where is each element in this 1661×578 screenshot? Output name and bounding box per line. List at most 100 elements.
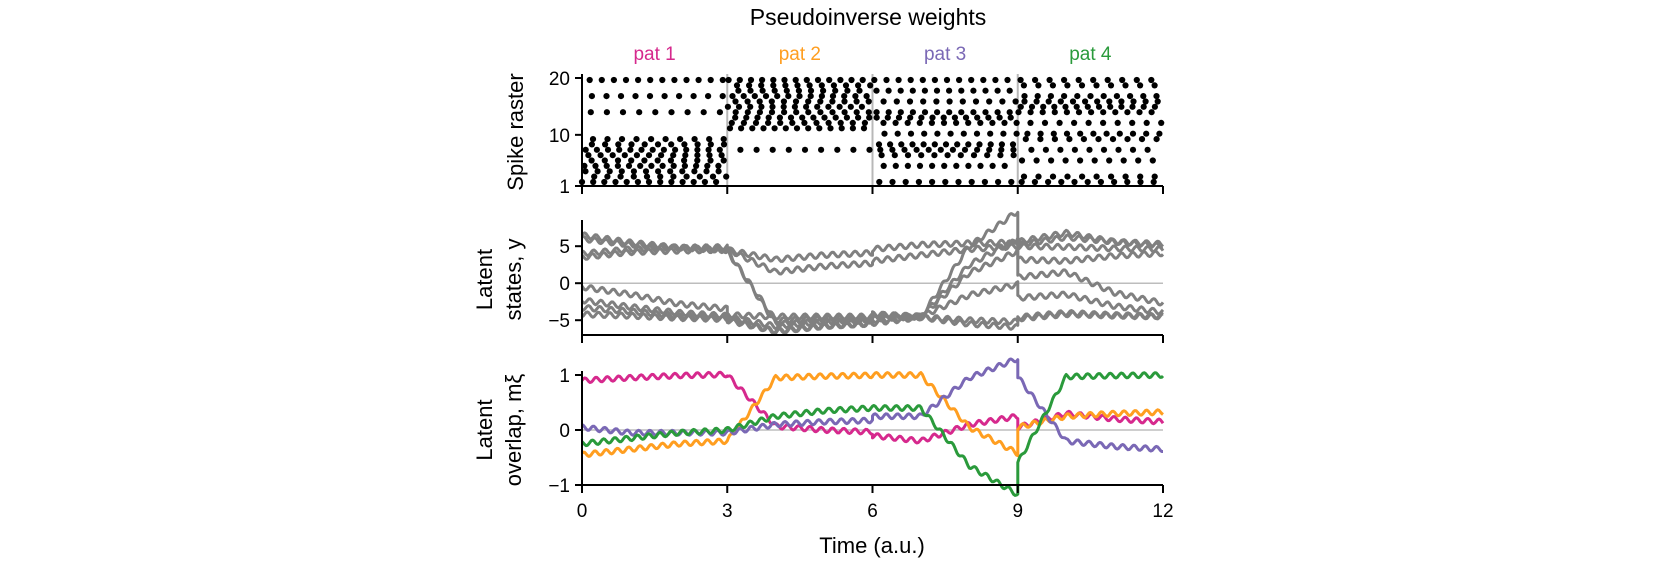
y-axis-label: Spike raster (503, 73, 528, 190)
spike-marker (805, 125, 812, 132)
spike-marker (999, 98, 1006, 105)
spike-marker (668, 109, 675, 116)
spike-marker (941, 162, 948, 169)
spike-marker (1077, 130, 1084, 137)
spike-marker (762, 93, 770, 100)
spike-marker (672, 146, 679, 153)
spike-marker (681, 162, 689, 169)
spike-marker (806, 82, 813, 89)
spike-marker (1018, 157, 1026, 164)
spike-marker (1097, 178, 1104, 186)
spike-marker (659, 162, 666, 169)
spike-marker (860, 125, 868, 132)
spike-marker (904, 152, 912, 159)
x-tick-label: 3 (722, 501, 733, 522)
spike-marker (925, 146, 932, 153)
spike-marker (994, 109, 1001, 116)
spike-marker (1034, 93, 1041, 100)
spike-marker (909, 141, 916, 148)
spike-marker (1032, 76, 1039, 84)
spike-marker (628, 141, 635, 148)
spike-marker (733, 82, 741, 89)
spike-marker (989, 119, 996, 126)
spike-marker (667, 157, 675, 164)
spike-marker (891, 152, 898, 159)
y-axis-label: Latent (472, 249, 497, 310)
spike-marker (630, 173, 637, 180)
spike-marker (765, 119, 772, 126)
spike-marker (1006, 109, 1013, 116)
spike-marker (723, 173, 730, 180)
spike-marker (655, 168, 662, 175)
spike-marker (958, 87, 965, 94)
spike-marker (604, 173, 611, 180)
y-tick-label: 1 (559, 177, 570, 198)
spike-marker (780, 103, 787, 110)
spike-marker (1138, 136, 1146, 143)
spike-marker (657, 173, 664, 180)
spike-marker (855, 114, 862, 121)
y-tick-label: 0 (559, 274, 570, 295)
spike-marker (968, 76, 975, 84)
spike-marker (998, 146, 1005, 153)
spike-marker (1045, 98, 1052, 105)
spike-marker (1027, 119, 1034, 126)
spike-marker (847, 103, 854, 110)
spike-marker (770, 76, 777, 84)
spike-marker (1153, 136, 1160, 143)
spike-marker (1028, 146, 1035, 153)
spike-marker (919, 76, 926, 84)
spike-marker (1113, 93, 1120, 100)
spike-marker (1075, 76, 1082, 84)
spike-marker (1127, 93, 1134, 100)
spike-marker (965, 119, 972, 126)
spike-marker (1007, 114, 1014, 121)
spike-marker (1040, 103, 1047, 110)
spike-marker (1109, 136, 1117, 143)
spike-marker (737, 146, 744, 153)
spike-marker (1079, 173, 1086, 180)
spike-marker (1062, 157, 1069, 164)
spike-marker (1087, 93, 1094, 100)
spike-marker (1012, 98, 1019, 105)
spike-marker (1103, 130, 1110, 137)
spike-marker (612, 178, 619, 186)
spike-marker (658, 152, 665, 159)
spike-marker (889, 178, 896, 186)
spike-marker (589, 136, 597, 143)
spike-marker (720, 157, 727, 164)
spike-marker (871, 76, 878, 84)
spike-marker (618, 136, 626, 143)
spike-marker (695, 76, 702, 84)
spike-marker (982, 87, 989, 94)
spike-marker (920, 98, 927, 105)
spike-marker (691, 136, 698, 143)
series-line-y6 (580, 280, 1165, 331)
x-tick-label: 6 (867, 501, 878, 522)
spike-marker (921, 109, 929, 116)
spike-marker (713, 178, 720, 186)
spike-marker (677, 136, 684, 143)
spike-marker (633, 152, 641, 159)
spike-marker (837, 76, 844, 84)
spike-marker (670, 152, 677, 159)
spike-marker (617, 173, 624, 180)
spike-marker (902, 178, 909, 186)
spike-marker (904, 162, 912, 169)
pattern-label-3: pat 3 (924, 44, 966, 65)
spike-marker (667, 168, 674, 175)
spike-marker (660, 146, 668, 153)
spike-marker (904, 119, 911, 126)
spike-marker (696, 173, 703, 180)
spike-marker (994, 87, 1001, 94)
spike-marker (759, 87, 766, 94)
spike-marker (881, 130, 888, 137)
spike-marker (1058, 178, 1065, 186)
spike-marker (1156, 130, 1163, 137)
spike-marker (977, 119, 984, 126)
spike-marker (604, 136, 611, 143)
spike-marker (781, 76, 788, 84)
spike-marker (1024, 130, 1031, 137)
spike-marker (1051, 103, 1058, 110)
figure-title: Pseudoinverse weights (750, 4, 987, 30)
